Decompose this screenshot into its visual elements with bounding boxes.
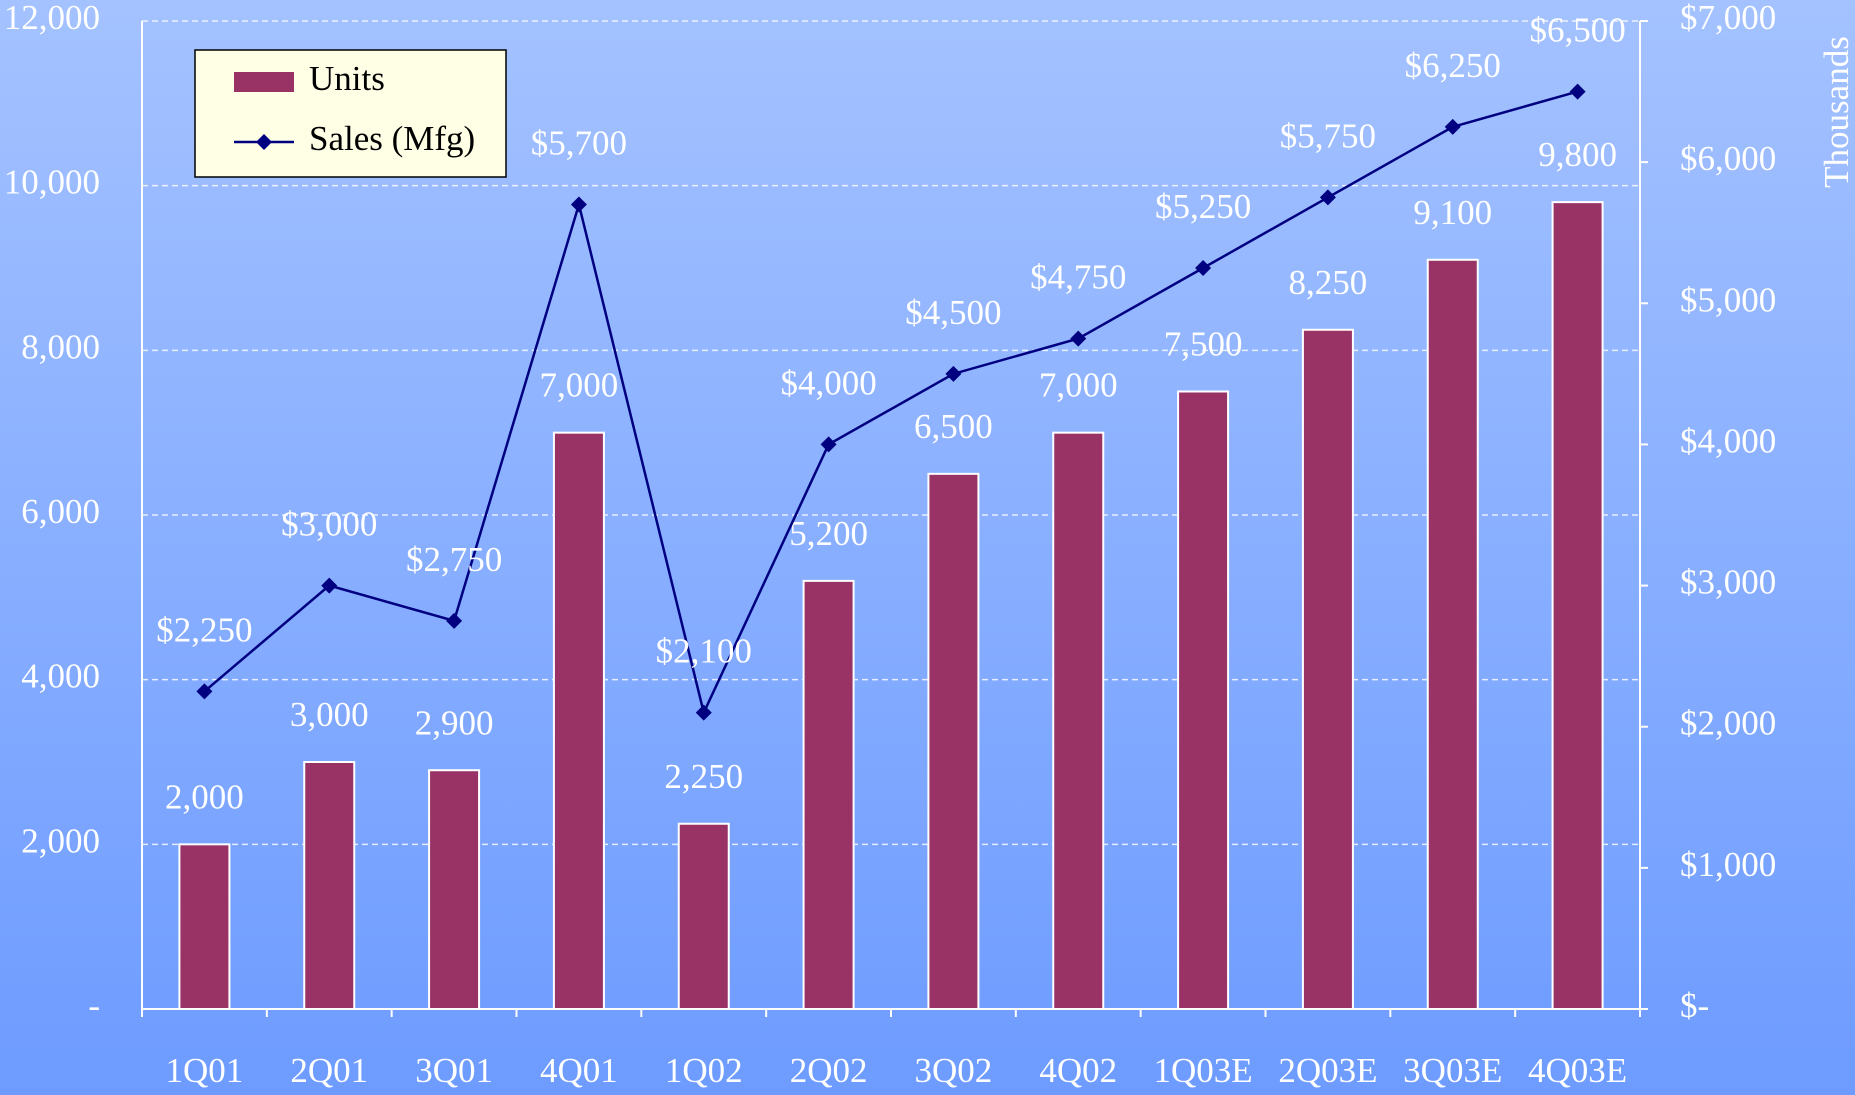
y-tick-label: 12,000: [4, 0, 100, 37]
x-tick-label: 1Q03E: [1154, 1051, 1253, 1090]
bar-value-label: 9,800: [1538, 135, 1617, 174]
line-marker: [820, 436, 837, 453]
legend-swatch: [234, 72, 294, 92]
bar: [178, 843, 231, 1010]
line-value-label: $4,500: [905, 293, 1001, 332]
line-value-label: $2,750: [406, 540, 502, 579]
line-marker: [1444, 118, 1461, 135]
bar-value-label: 2,250: [664, 757, 743, 796]
line-value-label: $5,750: [1280, 116, 1376, 155]
x-tick-label: 1Q02: [665, 1051, 743, 1090]
legend-label: Units: [309, 59, 385, 98]
bar: [303, 761, 356, 1010]
bar: [927, 472, 980, 1011]
line-value-label: $2,100: [656, 632, 752, 671]
line-value-label: $5,250: [1155, 187, 1251, 226]
x-tick-label: 3Q03E: [1403, 1051, 1502, 1090]
bar-value-label: 9,100: [1413, 193, 1492, 232]
y2-tick-label: $4,000: [1680, 421, 1776, 460]
y2-tick-label: $7,000: [1680, 0, 1776, 37]
legend: Units Sales (Mfg): [194, 49, 507, 178]
bar-value-label: 5,200: [789, 514, 868, 553]
y-tick-label: 8,000: [21, 327, 100, 366]
line-value-label: $5,700: [531, 124, 627, 163]
line-marker: [1319, 189, 1336, 206]
bar: [677, 822, 730, 1010]
bar-value-label: 7,500: [1164, 325, 1243, 364]
bar: [1426, 258, 1479, 1010]
x-tick-label: 1Q01: [166, 1051, 244, 1090]
line-marker: [945, 365, 962, 382]
bar-value-label: 7,000: [540, 366, 619, 405]
y2-tick-label: $5,000: [1680, 280, 1776, 319]
bar-value-label: 7,000: [1039, 366, 1118, 405]
y2-tick-label: $-: [1680, 986, 1709, 1025]
legend-marker: [256, 134, 272, 150]
line-value-label: $4,750: [1030, 258, 1126, 297]
y2-tick-label: $6,000: [1680, 139, 1776, 178]
line-marker: [695, 704, 712, 721]
x-tick-label: 3Q01: [415, 1051, 493, 1090]
bar: [428, 769, 481, 1010]
bar: [1177, 390, 1230, 1010]
y2-axis-label: Thousands: [1817, 36, 1855, 188]
line-marker: [570, 196, 587, 213]
y-tick-label: -: [88, 986, 100, 1025]
legend-box: [194, 49, 507, 178]
y2-tick-label: $1,000: [1680, 845, 1776, 884]
x-tick-label: 2Q01: [290, 1051, 368, 1090]
line-value-label: $6,250: [1405, 46, 1501, 85]
x-tick-label: 4Q03E: [1528, 1051, 1627, 1090]
bar-value-label: 2,900: [415, 703, 494, 742]
x-tick-label: 4Q01: [540, 1051, 618, 1090]
y2-tick-label: $2,000: [1680, 704, 1776, 743]
bar-value-label: 2,000: [165, 777, 244, 816]
x-tick-label: 4Q02: [1039, 1051, 1117, 1090]
y2-tick-label: $3,000: [1680, 563, 1776, 602]
line-marker: [1569, 83, 1586, 100]
bar-value-label: 8,250: [1289, 263, 1368, 302]
bar: [1301, 328, 1354, 1010]
y-tick-label: 6,000: [21, 492, 100, 531]
y-tick-label: 2,000: [21, 821, 100, 860]
line-value-label: $4,000: [780, 363, 876, 402]
bar: [1551, 201, 1604, 1010]
x-tick-label: 2Q02: [790, 1051, 868, 1090]
bar-value-label: 3,000: [290, 695, 369, 734]
line-marker: [196, 683, 213, 700]
legend-label: Sales (Mfg): [309, 119, 475, 158]
x-tick-label: 2Q03E: [1278, 1051, 1377, 1090]
line-marker: [321, 577, 338, 594]
line-value-label: $2,250: [156, 610, 252, 649]
line-marker: [1195, 260, 1212, 276]
x-tick-label: 3Q02: [915, 1051, 993, 1090]
bar: [552, 431, 605, 1010]
line-marker: [1070, 330, 1087, 347]
bar-value-label: 6,500: [914, 407, 993, 446]
bar: [802, 579, 855, 1010]
bar: [1052, 431, 1105, 1010]
y-tick-label: 4,000: [21, 657, 100, 696]
line-value-label: $6,500: [1529, 11, 1625, 50]
line-marker: [446, 612, 463, 629]
y-tick-label: 10,000: [4, 163, 100, 202]
line-value-label: $3,000: [281, 505, 377, 544]
line: [203, 90, 1578, 717]
